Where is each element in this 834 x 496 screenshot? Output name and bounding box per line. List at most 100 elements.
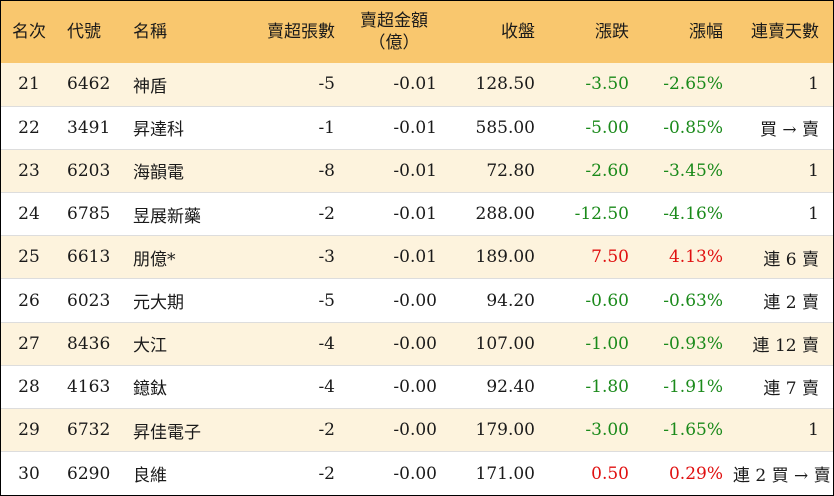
cell-name: 大江: [133, 336, 167, 357]
cell-rank: 27: [18, 333, 40, 354]
cell-consecutive-days: 1: [808, 74, 819, 95]
cell-change-pct: -1.65%: [663, 420, 723, 441]
cell-change: -1.80: [585, 376, 629, 397]
cell-net-sell-lots: -2: [318, 463, 335, 484]
cell-consecutive-days: 買 → 賣: [759, 120, 819, 141]
header-change-pct: 漲幅: [689, 22, 723, 42]
table-row: 29 6732 昇佳電子 -2 -0.00 179.00 -3.00 -1.65% 1: [1, 408, 833, 452]
cell-change-pct: 4.13%: [668, 247, 723, 268]
cell-code: 8436: [67, 333, 111, 354]
cell-net-sell-amount: -0.01: [393, 74, 437, 95]
cell-change: 7.50: [591, 247, 629, 268]
cell-consecutive-days: 1: [808, 160, 819, 181]
table-row: 21 6462 神盾 -5 -0.01 128.50 -3.50 -2.65% 1: [1, 63, 833, 107]
cell-net-sell-amount: -0.01: [393, 117, 437, 138]
cell-name: 元大期: [133, 293, 184, 314]
cell-change-pct: -0.93%: [663, 333, 723, 354]
cell-change-pct: -1.91%: [663, 376, 723, 397]
table-body: 21 6462 神盾 -5 -0.01 128.50 -3.50 -2.65% 1 22 3491 昇…: [1, 63, 833, 495]
cell-change: 0.50: [591, 463, 629, 484]
table-row: 25 6613 朋億* -3 -0.01 189.00 7.50 4.13% 連 6 賣: [1, 235, 833, 279]
cell-net-sell-amount: -0.00: [393, 420, 437, 441]
cell-change: -5.00: [585, 117, 629, 138]
header-rank: 名次: [12, 22, 46, 42]
cell-change: -1.00: [585, 333, 629, 354]
table-row: 24 6785 昱展新藥 -2 -0.01 288.00 -12.50 -4.16% 1: [1, 192, 833, 236]
cell-close: 128.50: [475, 74, 535, 95]
cell-name: 鐿鈦: [133, 379, 167, 400]
cell-net-sell-lots: -3: [318, 247, 335, 268]
cell-change-pct: -3.45%: [663, 160, 723, 181]
cell-change: -2.60: [585, 160, 629, 181]
cell-consecutive-days: 連 12 賣: [752, 336, 819, 357]
cell-change: -0.60: [585, 290, 629, 311]
cell-net-sell-lots: -2: [318, 420, 335, 441]
table-row: 22 3491 昇達科 -1 -0.01 585.00 -5.00 -0.85% 買 → 賣: [1, 106, 833, 150]
cell-name: 海韻電: [133, 163, 184, 184]
cell-code: 6462: [67, 74, 111, 95]
header-net-sell-amount-line1: 賣超金額: [360, 11, 428, 31]
cell-code: 6290: [67, 463, 111, 484]
cell-net-sell-lots: -8: [318, 160, 335, 181]
cell-close: 171.00: [475, 463, 535, 484]
cell-change: -12.50: [574, 204, 629, 225]
cell-code: 4163: [67, 376, 111, 397]
cell-code: 6023: [67, 290, 111, 311]
cell-net-sell-amount: -0.00: [393, 376, 437, 397]
table-row: 23 6203 海韻電 -8 -0.01 72.80 -2.60 -3.45% 1: [1, 149, 833, 193]
cell-net-sell-amount: -0.00: [393, 463, 437, 484]
header-net-sell-amount-unit: （億）: [368, 33, 420, 53]
cell-net-sell-amount: -0.01: [393, 160, 437, 181]
header-net-sell-amount: 賣超金額 （億）: [345, 1, 447, 63]
cell-code: 6785: [67, 204, 111, 225]
cell-rank: 26: [18, 290, 40, 311]
header-name: 名稱: [133, 22, 167, 42]
cell-net-sell-lots: -5: [318, 290, 335, 311]
cell-net-sell-lots: -5: [318, 74, 335, 95]
cell-net-sell-amount: -0.00: [393, 333, 437, 354]
cell-name: 朋億*: [133, 249, 176, 270]
cell-change-pct: -2.65%: [663, 74, 723, 95]
table-row: 27 8436 大江 -4 -0.00 107.00 -1.00 -0.93% 連 12 賣: [1, 322, 833, 366]
header-row: 名次 代號 名稱 賣超張數 賣超金額 （億） 收盤 漲跌 漲幅 連賣天數: [1, 1, 833, 63]
cell-consecutive-days: 連 6 賣: [763, 249, 819, 270]
header-consecutive-days: 連賣天數: [751, 22, 819, 42]
cell-close: 179.00: [475, 420, 535, 441]
cell-code: 6732: [67, 420, 111, 441]
cell-name: 昱展新藥: [133, 206, 201, 227]
cell-close: 189.00: [475, 247, 535, 268]
cell-code: 6613: [67, 247, 111, 268]
cell-rank: 23: [18, 160, 40, 181]
cell-consecutive-days: 連 2 賣: [763, 293, 819, 314]
cell-code: 6203: [67, 160, 111, 181]
cell-close: 94.20: [486, 290, 535, 311]
table-row: 28 4163 鐿鈦 -4 -0.00 92.40 -1.80 -1.91% 連 7 賣: [1, 365, 833, 409]
cell-rank: 25: [18, 247, 40, 268]
header-close: 收盤: [501, 22, 535, 42]
cell-change-pct: 0.29%: [668, 463, 723, 484]
cell-net-sell-lots: -4: [318, 333, 335, 354]
cell-name: 良維: [133, 466, 167, 487]
cell-name: 昇達科: [133, 120, 184, 141]
header-net-sell-lots: 賣超張數: [267, 22, 335, 42]
cell-change-pct: -4.16%: [663, 204, 723, 225]
cell-consecutive-days: 1: [808, 420, 819, 441]
cell-name: 昇佳電子: [133, 422, 201, 443]
cell-net-sell-amount: -0.01: [393, 247, 437, 268]
table-row: 30 6290 良維 -2 -0.00 171.00 0.50 0.29% 連 2 買 → 賣: [1, 451, 833, 495]
header-code: 代號: [67, 22, 101, 42]
cell-change: -3.00: [585, 420, 629, 441]
cell-change: -3.50: [585, 74, 629, 95]
table-header: 名次 代號 名稱 賣超張數 賣超金額 （億） 收盤 漲跌 漲幅 連賣天數: [1, 1, 833, 63]
cell-close: 72.80: [486, 160, 535, 181]
table-row: 26 6023 元大期 -5 -0.00 94.20 -0.60 -0.63% 連 2 賣: [1, 278, 833, 323]
cell-change-pct: -0.63%: [663, 290, 723, 311]
cell-close: 585.00: [475, 117, 535, 138]
cell-consecutive-days: 1: [808, 204, 819, 225]
cell-name: 神盾: [133, 76, 167, 97]
cell-close: 92.40: [486, 376, 535, 397]
cell-consecutive-days: 連 7 賣: [763, 379, 819, 400]
cell-rank: 24: [18, 204, 40, 225]
header-change: 漲跌: [595, 22, 629, 42]
